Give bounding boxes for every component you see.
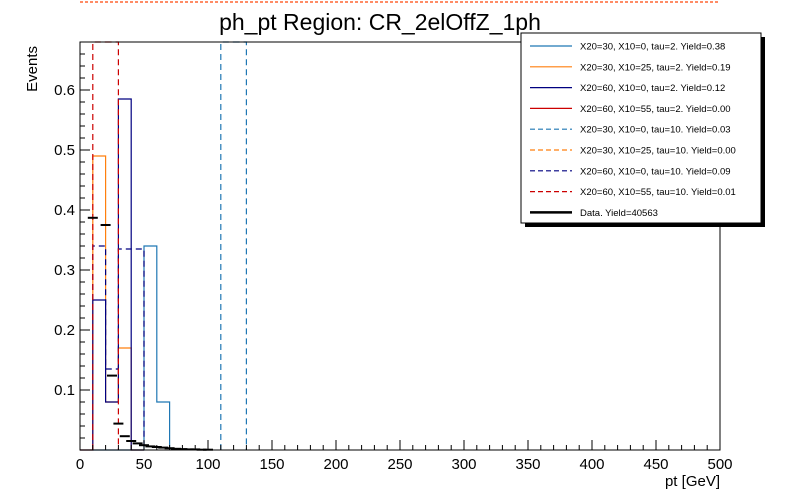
y-tick-label: 0.5: [54, 142, 75, 159]
x-tick-label: 100: [195, 456, 220, 473]
x-tick-label: 500: [707, 456, 732, 473]
legend-label-0: X20=30, X10=0, tau=2. Yield=0.38: [580, 42, 725, 53]
x-tick-label: 200: [323, 456, 348, 473]
y-tick-label: 0.6: [54, 82, 75, 99]
chart-title: ph_pt Region: CR_2elOffZ_1ph: [219, 9, 541, 35]
legend-entries: X20=30, X10=0, tau=2. Yield=0.38 X20=30, …: [530, 42, 736, 219]
y-axis: 0.1 0.2 0.3 0.4 0.5 0.6: [54, 41, 90, 439]
x-tick-label: 450: [643, 456, 668, 473]
x-tick-label: 50: [136, 456, 153, 473]
legend-label-8: Data. Yield=40563: [580, 208, 658, 219]
legend-label-1: X20=30, X10=25, tau=2. Yield=0.19: [580, 62, 731, 73]
x-tick-label: 400: [579, 456, 604, 473]
x-tick-label: 250: [387, 456, 412, 473]
y-tick-label: 0.3: [54, 262, 75, 279]
y-tick-label: 0.4: [54, 202, 75, 219]
legend: X20=30, X10=0, tau=2. Yield=0.38 X20=30, …: [520, 32, 765, 227]
legend-label-5: X20=30, X10=25, tau=10. Yield=0.00: [580, 146, 736, 157]
legend-label-2: X20=60, X10=0, tau=2. Yield=0.12: [580, 83, 725, 94]
x-tick-label: 0: [76, 456, 84, 473]
y-tick-label: 0.1: [54, 382, 75, 399]
x-tick-label: 300: [451, 456, 476, 473]
legend-label-6: X20=60, X10=0, tau=10. Yield=0.09: [580, 166, 731, 177]
y-tick-label: 0.2: [54, 322, 75, 339]
legend-box: [520, 32, 762, 224]
x-tick-label: 350: [515, 456, 540, 473]
legend-label-4: X20=30, X10=0, tau=10. Yield=0.03: [580, 125, 731, 136]
x-tick-label: 150: [259, 456, 284, 473]
data-points-layer: [87, 216, 213, 451]
legend-label-3: X20=60, X10=55, tau=2. Yield=0.00: [580, 104, 731, 115]
y-axis-label: Events: [24, 46, 41, 92]
x-axis: 0 50 100 150 200 250 300 350 400 450 500: [76, 440, 733, 473]
legend-label-7: X20=60, X10=55, tau=10. Yield=0.01: [580, 187, 736, 198]
x-axis-label: pt [GeV]: [665, 473, 720, 490]
